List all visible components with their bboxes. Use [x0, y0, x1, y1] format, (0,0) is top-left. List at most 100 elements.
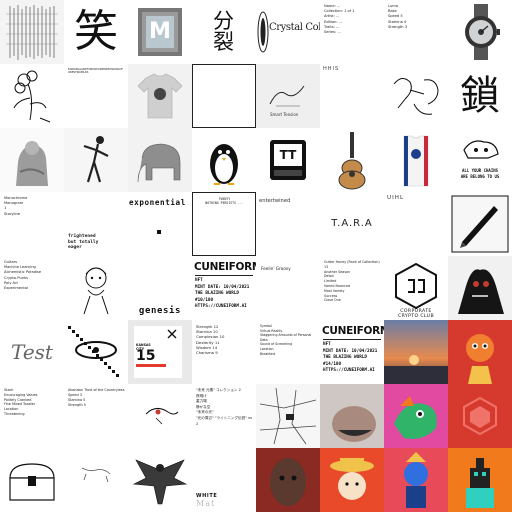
map-art: [256, 384, 320, 448]
tile-uihl[interactable]: UIHL: [384, 192, 448, 256]
entertwined-label: entertwined: [259, 198, 291, 204]
word-stream-text: EARRINGLANDFORMATIONENDEDWORLDFORESTNOMA…: [68, 68, 123, 74]
tile-farmer-cartoon[interactable]: [320, 448, 384, 512]
tile-pixel-eye[interactable]: [64, 320, 128, 384]
tile-kanji-laugh[interactable]: 笑: [64, 0, 128, 64]
hhis-tag: HHIS: [323, 66, 340, 72]
white-sub: Mat: [196, 499, 216, 508]
tile-dancer[interactable]: [64, 128, 128, 192]
tile-treasure-chest[interactable]: [0, 448, 64, 512]
gutter-honey-text: Gutter Honey (Rank of Collection) 13 Ano…: [324, 260, 380, 303]
frightened-text: frightened but totally eager: [68, 234, 99, 251]
tile-red-portrait[interactable]: [448, 320, 512, 384]
tile-twenty[interactable]: TWENTY NOTHING PERSISTS ...: [192, 192, 256, 256]
metadata-text: Name: ... Collection: 1 of 1 Artist: ...…: [324, 4, 355, 35]
tile-exponential[interactable]: exponential: [128, 192, 192, 256]
tile-noise-pattern[interactable]: [0, 0, 64, 64]
m-letter: M: [149, 19, 171, 44]
tile-bird-sketch[interactable]: [128, 384, 192, 448]
tile-blue-cartoon[interactable]: [384, 448, 448, 512]
tile-chains-slogan[interactable]: ALL YOUR CHAINS ARE BELONG TO US: [448, 128, 512, 192]
flower-sketch-art: [13, 70, 51, 123]
kansas-number: 15: [136, 348, 156, 364]
tile-orange-pixel[interactable]: [448, 448, 512, 512]
tile-watch[interactable]: [448, 0, 512, 64]
stats-text: Luma Base Speed 5 Stamina 4 Strength 3: [388, 4, 407, 29]
tile-creature-magenta[interactable]: [384, 384, 448, 448]
tile-kansas-city[interactable]: KANSAS CITY 15: [128, 320, 192, 384]
tile-tt-badge[interactable]: TT: [256, 128, 320, 192]
tile-tshirt[interactable]: [128, 64, 192, 128]
chains-caption-2: ARE BELONG TO US: [460, 174, 500, 179]
tile-guitars-list[interactable]: Guitars Machine Learning Alchemistic Par…: [0, 256, 64, 320]
red-hex-pattern: [448, 384, 512, 448]
tile-flower-sketch[interactable]: [0, 64, 64, 128]
tile-cuneiform-10[interactable]: CUNEIFORM NFT MINT DATE: 10/04/2021 THE …: [192, 256, 256, 320]
tile-smart-tension[interactable]: Smart Tension: [256, 64, 320, 128]
tile-kanji-split[interactable]: 分 裂: [192, 0, 256, 64]
tile-kanji-chain[interactable]: 鎖: [448, 64, 512, 128]
tile-feelin-groovy[interactable]: Feelin' Groovy: [256, 256, 320, 320]
tile-metadata-text-a[interactable]: Name: ... Collection: 1 of 1 Artist: ...…: [320, 0, 384, 64]
tile-guitar[interactable]: [320, 128, 384, 192]
tile-dark-creature[interactable]: [448, 256, 512, 320]
cuneiform-divider: [323, 339, 381, 340]
tile-japanese-list[interactable]: "未来 元素" コレクション 2 夜明け 重力場 静かな空 "未来の光" "光の…: [192, 384, 256, 448]
tile-signature[interactable]: Test: [0, 320, 64, 384]
tt-badge-text: TT: [279, 148, 297, 162]
tile-elephant[interactable]: [128, 128, 192, 192]
tile-figure-photo[interactable]: [320, 384, 384, 448]
tile-word-stream[interactable]: EARRINGLANDFORMATIONENDEDWORLDFORESTNOMA…: [64, 64, 128, 128]
tile-tara[interactable]: T.A.R.A: [320, 192, 384, 256]
kanji-stack: 分 裂: [192, 0, 256, 64]
uihl-tag: UIHL: [387, 195, 405, 201]
eagle-icon: [132, 459, 188, 505]
tile-red-portrait-2[interactable]: [256, 448, 320, 512]
tile-gutter-honey[interactable]: Gutter Honey (Rank of Collection) 13 Ano…: [320, 256, 384, 320]
blue-cartoon-art: [384, 448, 448, 512]
farmer-cartoon-art: [320, 448, 384, 512]
tile-character-sketch[interactable]: [64, 256, 128, 320]
tile-frightened[interactable]: frightened but totally eager: [64, 192, 128, 256]
tile-hhis[interactable]: HHIS: [320, 64, 384, 128]
tile-line-figure[interactable]: [384, 64, 448, 128]
tile-stone-sculpture[interactable]: [0, 128, 64, 192]
category-list: Guitars Machine Learning Alchemistic Par…: [4, 260, 42, 291]
tile-stack-list[interactable]: Stack Encouraging Values Politely Cranke…: [0, 384, 64, 448]
tile-symbol-list[interactable]: Symbol Virtual Reality Staggering Amount…: [256, 320, 320, 384]
tile-red-hex[interactable]: [448, 384, 512, 448]
cuneiform-details: NFT MINT DATE: 10/04/2021 THE BLAZING WO…: [323, 342, 378, 374]
pixel-eye-art: [68, 326, 119, 377]
sunset-photo: [384, 320, 448, 384]
chains-cartoon-art: [463, 140, 499, 159]
chains-caption-1: ALL YOUR CHAINS: [461, 168, 499, 173]
tile-sunset[interactable]: [384, 320, 448, 384]
tile-m-logo[interactable]: M: [128, 0, 192, 64]
tile-corporate-crypto[interactable]: CORPORATE CRYPTO CLUB: [384, 256, 448, 320]
feelin-label: Feelin' Groovy: [261, 266, 291, 271]
red-portrait-2-art: [256, 448, 320, 512]
tile-stats-luma[interactable]: Luma Base Speed 5 Stamina 4 Strength 3: [384, 0, 448, 64]
tile-cuneiform-14[interactable]: CUNEIFORM NFT MINT DATE: 10/04/2021 THE …: [320, 320, 384, 384]
orange-pixel-art: [448, 448, 512, 512]
tile-abandon-trust[interactable]: Abandon Trust of the Countryless Speed 3…: [64, 384, 128, 448]
metadata-text: Monochrome Monogram 1 Storyline: [4, 196, 28, 216]
cuneiform-title: CUNEIFORM: [194, 261, 256, 273]
tile-genesis[interactable]: genesis: [128, 256, 192, 320]
tile-pen[interactable]: [448, 192, 512, 256]
tile-eagle[interactable]: [128, 448, 192, 512]
tile-jersey[interactable]: [384, 128, 448, 192]
tile-white-mat[interactable]: WHITE Mat: [192, 448, 256, 512]
tile-stats-strength[interactable]: Strength 12 Stamina 10 Complexion 10 Dex…: [192, 320, 256, 384]
tile-penguin[interactable]: [192, 128, 256, 192]
tile-map[interactable]: [256, 384, 320, 448]
tile-entertwined[interactable]: entertwined: [256, 192, 320, 256]
kanji-glyph: 笑: [74, 6, 118, 57]
dark-creature-art: [448, 256, 512, 320]
tile-blank-frame[interactable]: [192, 64, 256, 128]
tile-monochrome-text[interactable]: Monochrome Monogram 1 Storyline: [0, 192, 64, 256]
tile-cat-sketch[interactable]: [64, 448, 128, 512]
pen-icon: [451, 195, 509, 253]
tile-crystal-collection[interactable]: Crystal Collection: [256, 0, 320, 64]
